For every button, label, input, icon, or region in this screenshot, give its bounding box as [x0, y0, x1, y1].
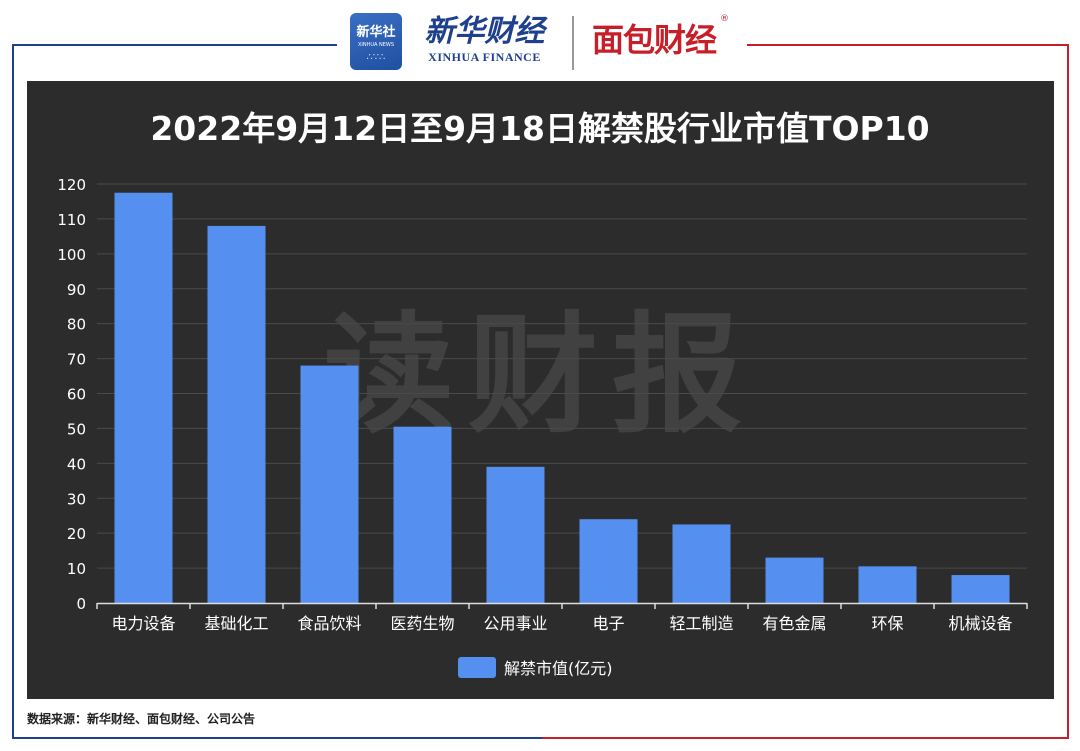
y-tick-label: 20	[67, 525, 86, 543]
bar	[393, 426, 452, 603]
y-tick-label: 120	[57, 176, 86, 194]
bar	[765, 557, 824, 603]
y-tick-label: 60	[67, 386, 86, 404]
bar	[672, 524, 731, 603]
header-rule-left	[12, 44, 337, 46]
chart-title: 2022年9月12日至9月18日解禁股行业市值TOP10	[150, 109, 930, 148]
y-tick-label: 10	[67, 560, 86, 578]
legend-label: 解禁市值(亿元)	[504, 659, 613, 678]
xinhua-finance-logo-cn: 新华财经	[424, 14, 545, 49]
xinhua-finance-logo-en: XINHUA FINANCE	[428, 50, 541, 64]
bar	[300, 365, 359, 603]
bar	[486, 466, 545, 603]
y-tick-label: 90	[67, 281, 86, 299]
legend-swatch	[458, 656, 496, 678]
bar	[207, 225, 266, 603]
y-tick-label: 40	[67, 455, 86, 473]
x-tick-label: 电子	[592, 614, 624, 633]
y-tick-label: 100	[57, 246, 86, 264]
x-tick-label: 环保	[871, 614, 903, 633]
y-tick-label: 50	[67, 420, 86, 438]
y-tick-label: 80	[67, 316, 86, 334]
x-tick-label: 轻工制造	[669, 614, 733, 633]
y-tick-label: 70	[67, 351, 86, 369]
x-tick-label: 机械设备	[948, 614, 1012, 633]
x-tick-label: 有色金属	[762, 614, 826, 633]
xinhua-news-logo-subtext: XINHUA NEWS	[357, 42, 395, 48]
x-tick-label: 公用事业	[483, 614, 547, 633]
watermark: 读财报	[323, 299, 756, 451]
bar	[579, 519, 638, 603]
y-tick-label: 30	[67, 490, 86, 508]
bar	[951, 575, 1010, 603]
x-tick-label: 基础化工	[204, 614, 268, 633]
bar	[114, 192, 173, 603]
frame-bottom-accent	[12, 737, 542, 739]
xinhua-news-logo: 新华社 XINHUA NEWS ∴∵∴	[350, 13, 402, 70]
x-tick-label: 电力设备	[111, 614, 175, 633]
x-tick-label: 食品饮料	[297, 614, 361, 633]
registered-mark: ®	[720, 14, 729, 24]
y-tick-label: 110	[57, 211, 86, 229]
x-tick-label: 医药生物	[390, 614, 454, 633]
logo-divider	[572, 16, 574, 70]
mianbao-finance-logo: 面包财经	[592, 21, 717, 59]
y-tick-label: 0	[76, 595, 86, 613]
chart-legend[interactable]: 解禁市值(亿元)	[458, 655, 613, 679]
network-dots-icon: ∴∵∴	[366, 52, 386, 63]
xinhua-news-logo-text: 新华社	[356, 25, 396, 40]
data-source-note: 数据来源：新华财经、面包财经、公司公告	[27, 712, 256, 726]
xinhua-finance-logo: 新华财经 XINHUA FINANCE	[412, 14, 557, 65]
bar	[858, 566, 917, 603]
header-rule-right	[747, 44, 1069, 46]
